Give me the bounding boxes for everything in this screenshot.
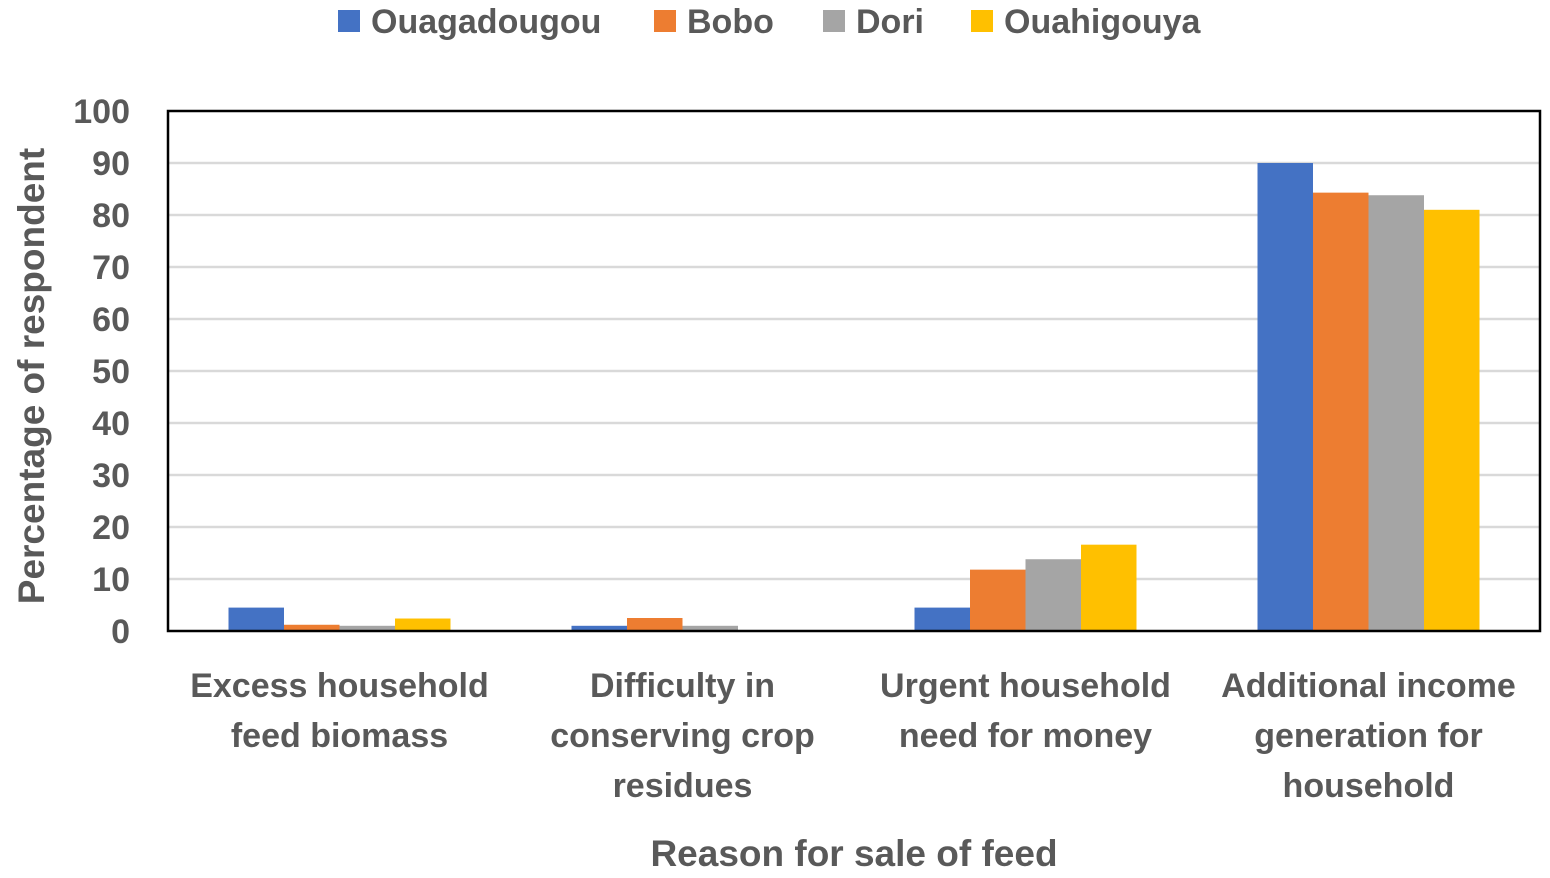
bar-ouagadougou-1 bbox=[228, 607, 284, 631]
legend-label-ouagadougou: Ouagadougou bbox=[371, 3, 601, 41]
y-tick-label: 10 bbox=[92, 561, 130, 599]
x-category-label: Excess household feed biomass bbox=[190, 667, 489, 755]
bar-bobo-4 bbox=[1313, 192, 1369, 631]
legend-swatch-ouagadougou bbox=[338, 10, 360, 32]
y-tick-label: 20 bbox=[92, 509, 130, 547]
bars bbox=[228, 163, 1480, 632]
y-tick-label: 90 bbox=[92, 145, 130, 183]
bar-ouahigouya-4 bbox=[1424, 209, 1480, 632]
x-axis-category-labels: Excess household feed biomass Difficulty i… bbox=[190, 667, 1516, 805]
y-axis-ticks: 0 10 20 30 40 50 60 70 80 90 100 bbox=[73, 93, 130, 651]
bar-ouagadougou-2 bbox=[571, 625, 627, 631]
x-category-label-line: Difficulty in bbox=[590, 667, 775, 705]
legend-swatch-bobo bbox=[654, 10, 676, 32]
bar-bobo-1 bbox=[284, 624, 340, 631]
y-tick-label: 30 bbox=[92, 457, 130, 495]
bar-bobo-3 bbox=[970, 569, 1026, 631]
bar-ouagadougou-4 bbox=[1257, 163, 1313, 631]
y-tick-label: 100 bbox=[73, 93, 130, 131]
legend-swatch-dori bbox=[823, 10, 845, 32]
y-axis-title: Percentage of respondent bbox=[11, 148, 52, 604]
x-axis-title: Reason for sale of feed bbox=[650, 833, 1057, 874]
x-category-label-line: generation for bbox=[1254, 717, 1483, 755]
x-category-label: Urgent household need for money bbox=[880, 667, 1171, 755]
x-category-label: Additional income generation for household bbox=[1221, 667, 1516, 805]
bar-dori-3 bbox=[1025, 559, 1081, 631]
plot-area-frame bbox=[166, 109, 1542, 633]
x-category-label-line: Additional income bbox=[1221, 667, 1516, 705]
bar-bobo-2 bbox=[627, 618, 683, 631]
y-tick-label: 0 bbox=[111, 613, 130, 651]
gridlines bbox=[168, 161, 1540, 581]
legend-swatch-ouahigouya bbox=[971, 10, 993, 32]
x-category-label-line: Excess household bbox=[190, 667, 489, 705]
bar-ouagadougou-3 bbox=[914, 607, 970, 631]
x-category-label-line: residues bbox=[613, 767, 753, 805]
legend-label-bobo: Bobo bbox=[687, 3, 774, 41]
y-tick-label: 40 bbox=[92, 405, 130, 443]
legend: Ouagadougou Bobo Dori Ouahigouya bbox=[338, 3, 1202, 41]
bar-dori-4 bbox=[1368, 195, 1424, 632]
y-tick-label: 50 bbox=[92, 353, 130, 391]
legend-label-ouahigouya: Ouahigouya bbox=[1004, 3, 1202, 41]
x-category-label-line: conserving crop bbox=[550, 717, 815, 755]
y-tick-label: 70 bbox=[92, 249, 130, 287]
bar-dori-2 bbox=[682, 625, 738, 631]
bar-ouahigouya-1 bbox=[395, 618, 451, 631]
y-tick-label: 80 bbox=[92, 197, 130, 235]
x-category-label-line: household bbox=[1283, 767, 1455, 805]
x-category-label-line: feed biomass bbox=[231, 717, 448, 755]
y-tick-label: 60 bbox=[92, 301, 130, 339]
bar-dori-1 bbox=[339, 625, 395, 631]
x-category-label-line: need for money bbox=[899, 717, 1152, 755]
legend-label-dori: Dori bbox=[856, 3, 924, 41]
bar-ouahigouya-3 bbox=[1081, 544, 1137, 631]
x-category-label-line: Urgent household bbox=[880, 667, 1171, 705]
x-category-label: Difficulty in conserving crop residues bbox=[550, 667, 815, 805]
